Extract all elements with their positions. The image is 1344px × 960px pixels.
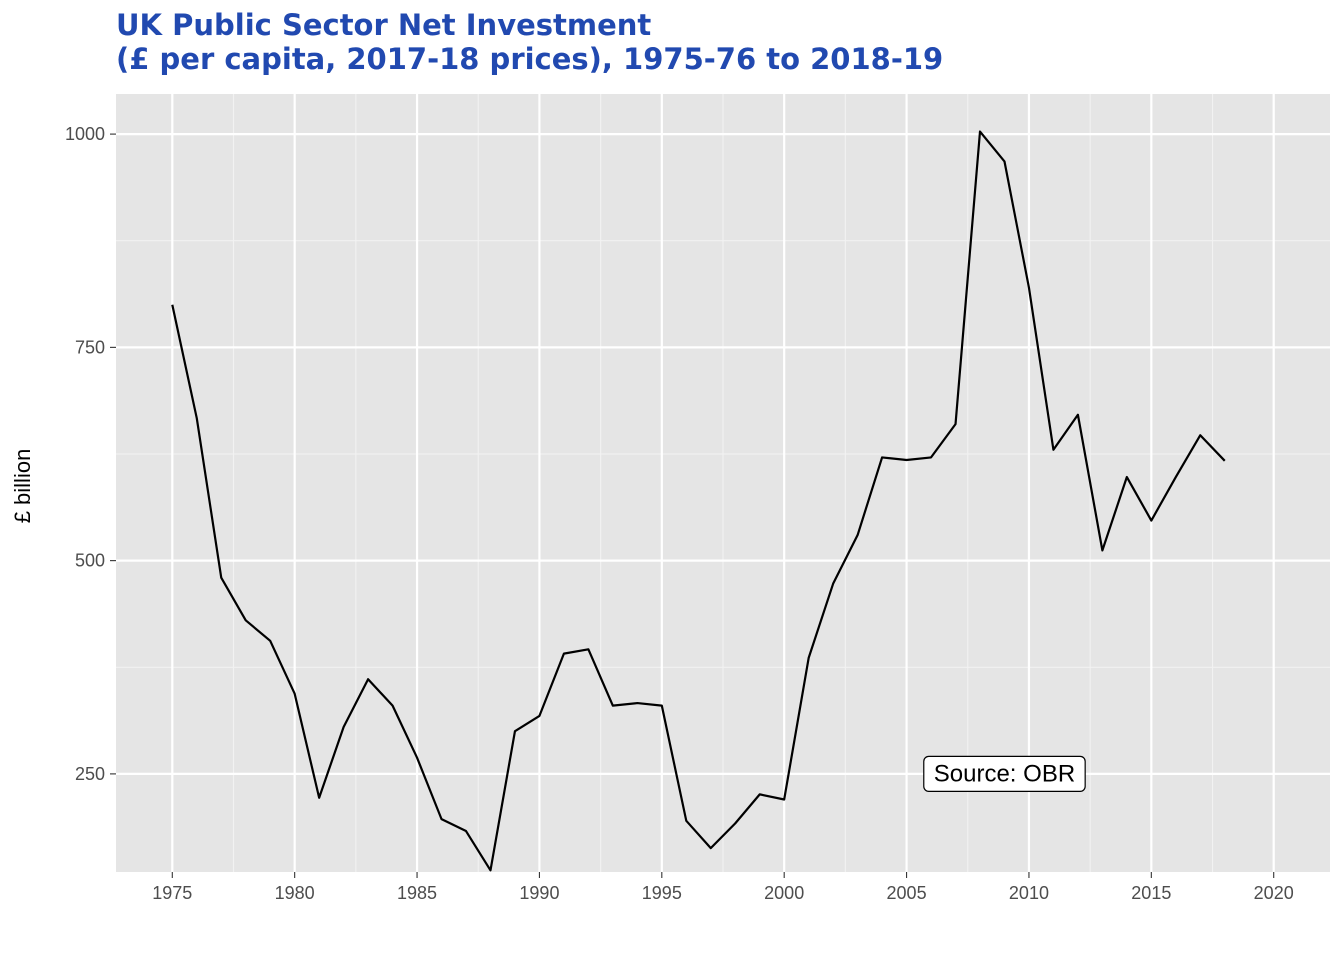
y-tick-label: 500 [75, 551, 105, 571]
x-tick-label: 2005 [887, 883, 927, 903]
annotation-label: Source: OBR [934, 760, 1075, 787]
x-tick-label: 2000 [764, 883, 804, 903]
x-axis: 1975 1980 1985 1990 1995 2000 2005 2010 2015 2020 [152, 872, 1294, 903]
minor-gridlines [116, 94, 1330, 872]
y-axis-title: £ billion [10, 449, 35, 524]
x-tick-label: 1995 [642, 883, 682, 903]
x-tick-label: 1985 [397, 883, 437, 903]
x-tick-label: 2020 [1254, 883, 1294, 903]
chart-title-line-2: (£ per capita, 2017-18 prices), 1975-76 … [116, 42, 944, 76]
chart-title-line-1: UK Public Sector Net Investment [116, 8, 652, 42]
y-tick-label: 250 [75, 764, 105, 784]
chart-title: UK Public Sector Net Investment (£ per c… [116, 8, 943, 76]
x-tick-label: 1980 [275, 883, 315, 903]
x-tick-label: 2015 [1131, 883, 1171, 903]
y-tick-label: 1000 [65, 124, 105, 144]
annotation-box [923, 755, 1086, 792]
x-tick-label: 1990 [519, 883, 559, 903]
series-line [171, 130, 1226, 872]
x-tick-label: 2010 [1009, 883, 1049, 903]
y-axis: 250 500 750 1000 [65, 124, 116, 784]
source-annotation: Source: OBR [923, 755, 1086, 792]
major-gridlines [116, 94, 1330, 872]
x-tick-label: 1975 [152, 883, 192, 903]
y-tick-label: 750 [75, 337, 105, 357]
